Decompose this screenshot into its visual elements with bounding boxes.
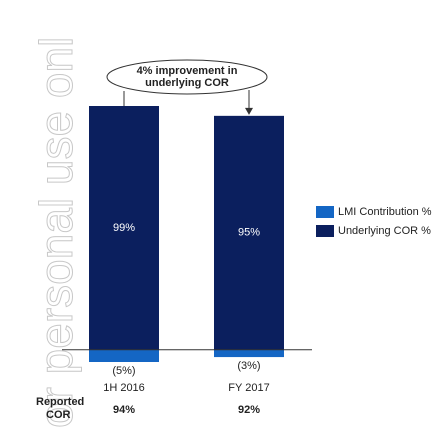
annotation-bubble xyxy=(106,59,268,95)
arrow-head xyxy=(245,107,253,115)
value-label: (3%) xyxy=(237,360,260,372)
legend-label: LMI Contribution % xyxy=(338,206,432,218)
annotation: 4% improvement in underlying COR xyxy=(137,65,238,89)
reported-value: 94% xyxy=(113,404,135,416)
bar xyxy=(89,106,159,350)
value-label: 95% xyxy=(238,227,260,239)
legend-swatch xyxy=(316,206,334,218)
watermark: or personal use onl xyxy=(30,37,82,428)
x-tick-label: 1H 2016 xyxy=(103,382,145,394)
legend-swatch xyxy=(316,225,334,237)
bar xyxy=(214,115,284,350)
x-tick-label: FY 2017 xyxy=(228,382,269,394)
value-label: (5%) xyxy=(112,365,135,377)
reported-label: Reported COR xyxy=(36,396,84,421)
reported-value: 92% xyxy=(238,404,260,416)
legend-label: Underlying COR % xyxy=(338,225,431,237)
bar xyxy=(214,349,284,358)
value-label: 99% xyxy=(113,222,135,234)
bar xyxy=(89,349,159,362)
